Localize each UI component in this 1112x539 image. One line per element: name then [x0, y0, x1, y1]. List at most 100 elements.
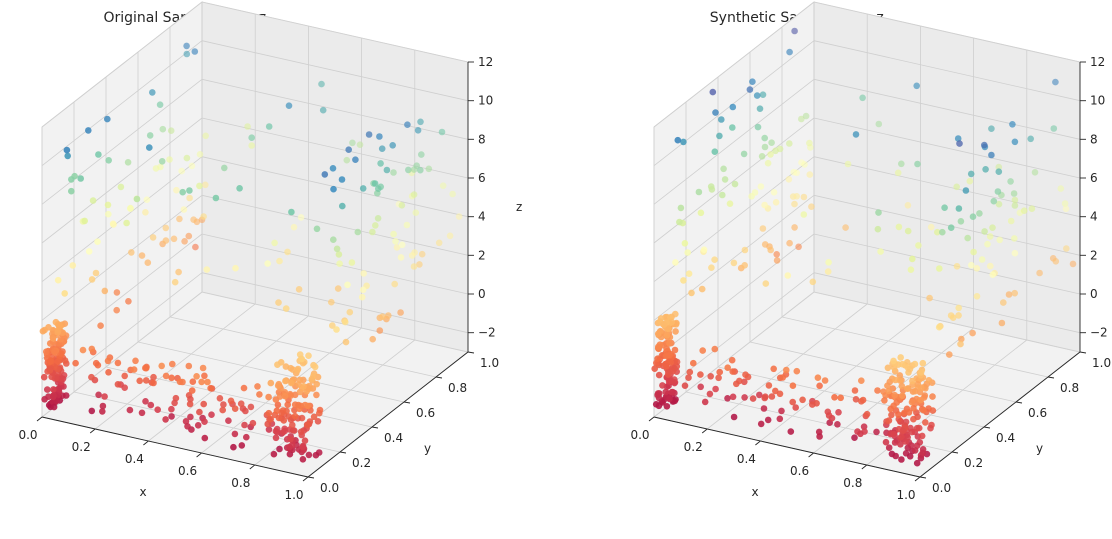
gridline-z	[41, 233, 203, 360]
scatter-point	[978, 256, 986, 263]
scatter-point	[730, 413, 738, 421]
gridline-z	[41, 156, 203, 283]
scatter-point	[369, 335, 377, 343]
scatter-point	[192, 243, 199, 251]
scatter-point	[279, 429, 287, 436]
scatter-point	[994, 188, 1002, 195]
scatter-point	[298, 414, 306, 422]
scatter-point	[280, 417, 288, 424]
scatter-point	[435, 239, 443, 247]
scatter-point	[663, 352, 670, 360]
gridline-z	[813, 233, 1081, 295]
scatter-point	[988, 125, 995, 132]
scatter-point	[701, 398, 709, 406]
scatter-point	[144, 259, 152, 267]
scatter-point	[662, 388, 670, 396]
scatter-point	[767, 246, 774, 254]
scatter-point	[276, 393, 284, 400]
scatter-point	[51, 348, 58, 356]
scatter-point	[166, 156, 173, 163]
scatter-point	[248, 142, 255, 149]
scatter-point	[296, 405, 303, 413]
scatter-point	[193, 373, 200, 380]
scatter-point	[1007, 178, 1014, 185]
scatter-point	[176, 378, 184, 386]
scatter-point	[754, 123, 762, 131]
scatter-point	[142, 377, 150, 384]
y-tick-mark	[1047, 376, 1055, 379]
scatter-point	[758, 153, 766, 160]
scatter-point	[446, 232, 454, 240]
scatter-point	[894, 169, 902, 177]
scatter-point	[968, 261, 975, 269]
scatter-point	[953, 183, 960, 191]
scatter-point	[313, 225, 321, 233]
y-axis-line	[919, 351, 1081, 478]
x-tick-label: 1.0	[284, 488, 303, 502]
scatter-point	[700, 246, 708, 253]
scatter-point	[295, 286, 303, 293]
scatter-point	[346, 308, 354, 316]
scatter-point	[773, 257, 781, 264]
scatter-point	[800, 193, 808, 201]
scatter-point	[97, 322, 104, 330]
scatter-point	[184, 423, 191, 430]
scatter-point	[681, 382, 689, 390]
scatter-point	[248, 134, 255, 141]
scatter-point	[313, 380, 321, 388]
scatter-point	[857, 430, 864, 438]
scatter-point	[873, 428, 880, 436]
scatter-point	[767, 151, 774, 158]
scatter-point	[741, 262, 748, 269]
scatter-points	[39, 42, 463, 463]
y-axis-label: y	[424, 442, 431, 456]
scatter-point	[410, 191, 418, 198]
scatter-point	[733, 380, 740, 388]
x-tick-mark	[249, 464, 256, 470]
scatter-point	[265, 409, 273, 417]
scatter-point	[909, 377, 916, 385]
scatter-point	[858, 377, 865, 385]
z-tick-label: 0	[478, 287, 486, 301]
back-pane	[201, 1, 469, 353]
gridline-z	[653, 78, 815, 205]
x-tick-mark	[89, 428, 96, 434]
scatter-point	[179, 188, 186, 196]
scatter-point	[181, 238, 188, 245]
scatter-point	[772, 199, 780, 206]
y-tick-label: 1.0	[480, 356, 499, 370]
scatter-point	[162, 372, 170, 380]
scatter-point	[920, 406, 927, 414]
scatter-point	[286, 450, 294, 458]
scatter-point	[730, 259, 738, 267]
scatter-point	[721, 176, 729, 183]
scatter-point	[793, 367, 801, 375]
scatter-point	[170, 235, 178, 243]
scatter-point	[104, 201, 112, 209]
z-tick-label: 6	[478, 171, 486, 185]
scatter-point	[957, 340, 964, 348]
scatter-point	[875, 120, 883, 128]
scatter-point	[898, 456, 905, 463]
scatter-point	[186, 187, 193, 194]
scatter-point	[814, 374, 822, 382]
scatter-point	[314, 418, 322, 425]
scatter-point	[113, 306, 120, 314]
scatter-point	[343, 156, 351, 164]
scatter-point	[318, 80, 325, 88]
scatter-point	[898, 160, 905, 168]
scatter-point	[417, 166, 424, 174]
scatter-point	[256, 391, 263, 398]
scatter-point	[356, 141, 364, 148]
z-axis-label: z	[516, 200, 522, 214]
scatter-point	[729, 393, 737, 401]
scatter-point	[291, 401, 299, 409]
scatter-point	[706, 390, 714, 398]
scatter-point	[150, 379, 157, 387]
scatter-point	[244, 123, 251, 130]
y-tick-label: 0.8	[448, 381, 467, 395]
scatter-point	[764, 159, 772, 167]
gridline-z	[813, 272, 1081, 334]
gridline-z	[653, 40, 815, 167]
scatter-point	[915, 242, 922, 249]
